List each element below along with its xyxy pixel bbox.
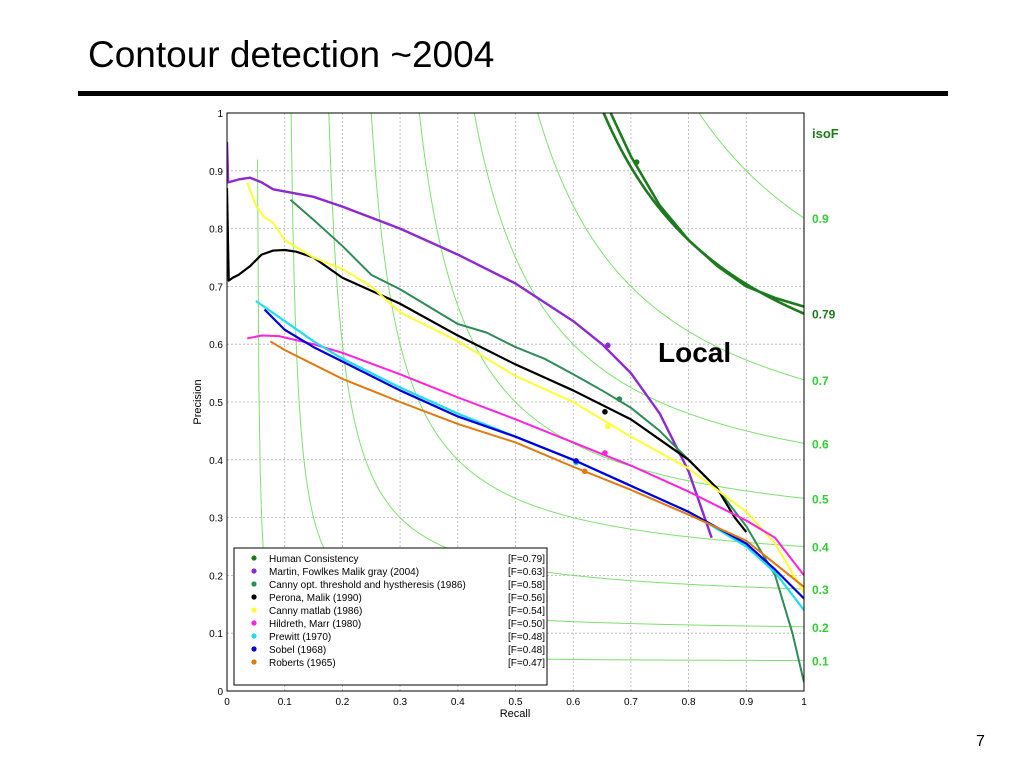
- isof-label: 0.2: [812, 621, 829, 635]
- isof-label: 0.4: [812, 541, 829, 555]
- legend-label: Canny opt. threshold and hystheresis (19…: [269, 580, 466, 591]
- isof-label: 0.1: [812, 655, 829, 669]
- isof-curve: [537, 113, 804, 381]
- x-tick-label: 0.7: [624, 697, 638, 708]
- y-axis-label: Precision: [192, 379, 204, 424]
- isof-curve: [370, 113, 804, 548]
- y-tick-label: 0.3: [209, 514, 223, 525]
- series-marker: [605, 342, 611, 349]
- x-tick-label: 0.5: [509, 697, 523, 708]
- legend: Human Consistency [F=0.79] Martin, Fowlkes…: [233, 547, 548, 686]
- legend-fscore: [F=0.48]: [508, 632, 545, 643]
- title-divider: [78, 91, 948, 96]
- legend-marker: [251, 607, 257, 613]
- y-tick-label: 0.2: [209, 571, 223, 582]
- legend-label: Canny matlab (1986): [269, 606, 362, 617]
- legend-fscore: [F=0.79]: [508, 554, 545, 565]
- plot-frame: [226, 112, 805, 692]
- isof-label: 0.5: [812, 492, 829, 506]
- legend-fscore: [F=0.50]: [508, 619, 545, 630]
- y-tick-label: 0.4: [209, 456, 223, 467]
- legend-fscore: [F=0.63]: [508, 567, 545, 578]
- slide-title: Contour detection ~2004: [88, 34, 495, 75]
- y-tick-label: 0.9: [209, 167, 223, 178]
- series-line: [263, 308, 804, 600]
- x-axis-label: Recall: [500, 708, 531, 720]
- series-line: [246, 334, 804, 577]
- x-tick-label: 0.6: [566, 697, 580, 708]
- legend-label: Perona, Malik (1990): [269, 593, 362, 604]
- isof-label: 0.3: [812, 583, 829, 597]
- y-tick-label: 0.5: [209, 398, 223, 409]
- isof-label: 0.6: [812, 437, 829, 451]
- axes: 0 0.1 0.2 0.3 0.4 0.5 0.6 0.7 0.8 0.9 1 0 0.1 0.2 0.3 0…: [209, 109, 807, 708]
- legend-label: Sobel (1968): [269, 645, 326, 656]
- y-tick-label: 0.7: [209, 282, 223, 293]
- legend-marker: [251, 594, 257, 600]
- series-line: [289, 198, 804, 683]
- series-marker: [573, 458, 579, 464]
- isof-curve: [698, 113, 804, 219]
- series-line: [269, 340, 804, 588]
- isof-title: isoF: [812, 126, 839, 141]
- x-tick-label: 0.8: [682, 697, 696, 708]
- series-marker: [602, 450, 608, 456]
- legend-marker: [251, 659, 257, 665]
- legend-fscore: [F=0.56]: [508, 593, 545, 604]
- local-annotation: Local: [658, 337, 731, 368]
- series-lines: [227, 113, 804, 683]
- isof-label: 0.79: [812, 308, 836, 322]
- x-tick-label: 0.9: [739, 697, 753, 708]
- y-tick-label: 0.6: [209, 340, 223, 351]
- isof-curve: [328, 113, 804, 590]
- series-marker: [633, 159, 640, 165]
- y-tick-label: 0.1: [209, 629, 223, 640]
- x-tick-label: 1: [801, 697, 807, 708]
- series-marker: [602, 409, 608, 415]
- isof-labels: 0.1 0.2 0.3 0.4 0.5 0.6 0.7 0.79 0.9: [812, 212, 836, 668]
- series-line: [246, 182, 804, 594]
- x-tick-label: 0: [224, 697, 230, 708]
- series-marker: [581, 468, 588, 475]
- x-tick-label: 0.1: [278, 697, 292, 708]
- series-marker: [616, 396, 623, 402]
- x-tick-label: 0.4: [451, 697, 465, 708]
- legend-marker: [251, 620, 257, 626]
- isof-curve: [473, 113, 804, 444]
- legend-label: Roberts (1965): [269, 658, 336, 669]
- isof-label: 0.7: [812, 374, 829, 388]
- legend-marker: [251, 568, 257, 574]
- page-number: 7: [976, 733, 985, 750]
- legend-fscore: [F=0.48]: [508, 645, 545, 656]
- legend-marker: [251, 633, 257, 639]
- legend-label: Martin, Fowlkes Malik gray (2004): [269, 567, 419, 578]
- series-line: [227, 188, 748, 533]
- isof-curve: [418, 113, 804, 499]
- legend-label: Prewitt (1970): [269, 632, 331, 643]
- legend-fscore: [F=0.47]: [508, 658, 545, 669]
- legend-marker: [251, 581, 257, 587]
- legend-marker: [251, 555, 257, 561]
- legend-box: [233, 547, 548, 686]
- x-tick-label: 0.3: [393, 697, 407, 708]
- x-tick-label: 0.2: [335, 697, 349, 708]
- isof-label: 0.9: [812, 212, 829, 226]
- y-tick-label: 1: [217, 109, 223, 120]
- series-line: [227, 141, 713, 539]
- legend-fscore: [F=0.58]: [508, 580, 545, 591]
- y-tick-label: 0.8: [209, 225, 223, 236]
- legend-marker: [251, 646, 257, 652]
- legend-fscore: [F=0.54]: [508, 606, 545, 617]
- y-tick-label: 0: [217, 687, 223, 698]
- series-marker: [605, 423, 611, 430]
- legend-label: Human Consistency: [269, 554, 358, 565]
- legend-label: Hildreth, Marr (1980): [269, 619, 361, 630]
